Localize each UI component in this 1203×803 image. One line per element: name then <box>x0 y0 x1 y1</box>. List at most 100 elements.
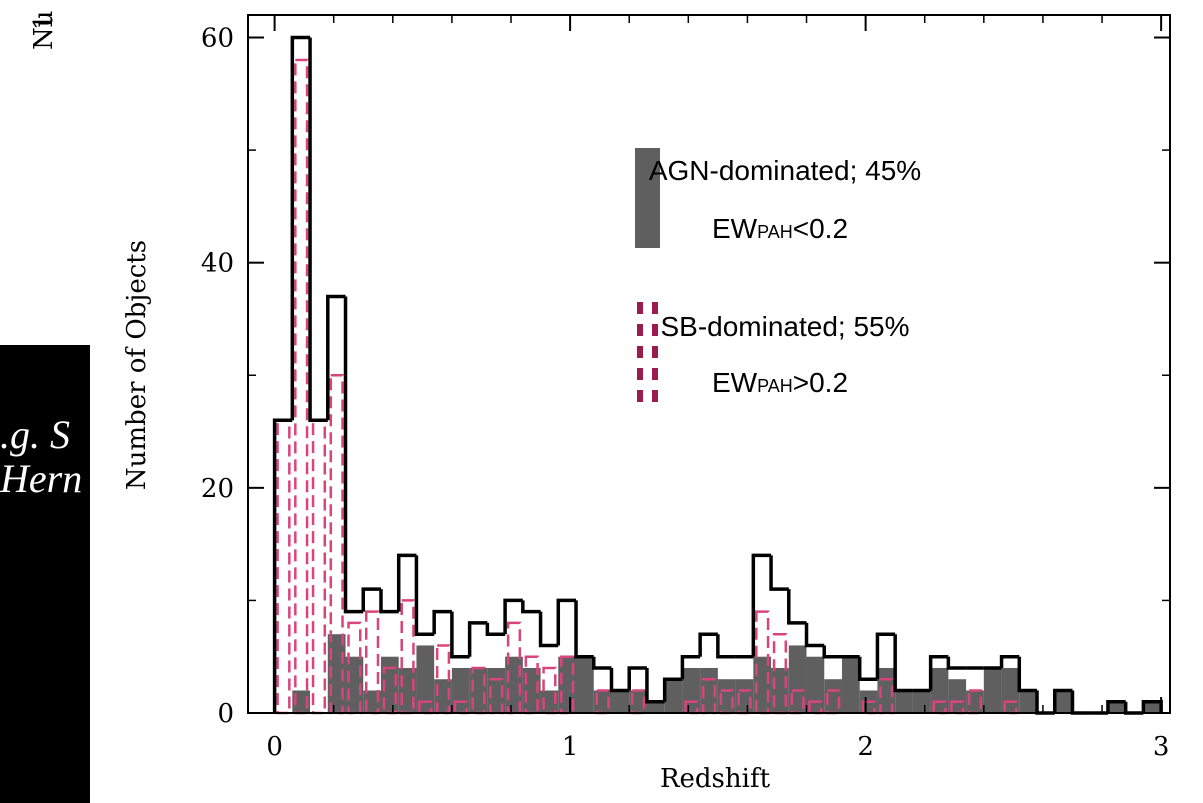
bar <box>771 667 789 713</box>
bar <box>735 679 754 713</box>
bar <box>434 679 452 713</box>
step <box>467 621 488 657</box>
bar <box>363 690 381 713</box>
step <box>662 677 683 702</box>
bar <box>435 644 451 715</box>
bar <box>345 656 364 713</box>
legend-note: EWPAH>0.2 <box>712 367 848 398</box>
bar <box>806 656 825 713</box>
bar <box>489 677 504 715</box>
bar <box>416 645 435 713</box>
bar <box>912 690 931 713</box>
step <box>627 666 647 691</box>
step <box>928 654 949 691</box>
step <box>538 611 559 648</box>
step <box>396 553 417 612</box>
step <box>308 37 328 423</box>
step <box>272 418 293 713</box>
bar <box>1107 701 1126 713</box>
bar <box>469 667 488 713</box>
y-tick-label: 40 <box>201 249 234 279</box>
step <box>822 645 842 659</box>
step <box>946 656 967 670</box>
y-tick-label: 0 <box>217 699 234 729</box>
x-tick-label: 0 <box>266 732 283 762</box>
step <box>343 296 364 614</box>
tick-fragment: 1 <box>29 14 59 31</box>
bar <box>1054 690 1073 713</box>
step <box>485 622 506 636</box>
step <box>999 654 1020 668</box>
bar <box>505 656 523 713</box>
step <box>414 555 435 636</box>
step <box>1123 701 1144 715</box>
step <box>1106 699 1126 713</box>
step <box>857 656 878 681</box>
bar <box>558 656 577 713</box>
quote-line: Hern <box>0 456 82 501</box>
step <box>751 553 772 657</box>
step <box>698 632 718 657</box>
step <box>1053 688 1073 713</box>
bar <box>611 690 630 713</box>
legend-note: EWPAH<0.2 <box>712 213 848 244</box>
axis-fragment: Nu <box>29 11 59 51</box>
bar <box>824 679 842 713</box>
legend-swatch <box>635 148 660 248</box>
step <box>609 667 630 693</box>
bar <box>576 656 594 713</box>
bar <box>1019 690 1038 713</box>
step <box>326 294 346 421</box>
y-tick-label: 20 <box>201 474 234 504</box>
bar <box>593 690 612 713</box>
step <box>361 587 381 612</box>
legend-label: AGN-dominated; 45% <box>649 155 921 186</box>
step <box>556 598 577 646</box>
bar <box>841 656 860 713</box>
bar <box>347 621 362 715</box>
bar <box>506 621 522 715</box>
plot <box>272 35 1163 715</box>
step <box>1017 656 1038 693</box>
bar <box>629 690 647 713</box>
bar <box>895 690 913 713</box>
step <box>645 667 665 704</box>
step <box>804 622 825 648</box>
bar <box>329 374 344 715</box>
plot-frame <box>247 14 1171 714</box>
bar <box>292 690 311 713</box>
y-tick-label: 60 <box>201 24 234 54</box>
step <box>769 555 789 591</box>
step <box>574 600 594 659</box>
step <box>716 634 736 659</box>
bar <box>540 690 559 713</box>
step <box>875 632 896 680</box>
legend-label: SB-dominated; 55% <box>660 311 909 342</box>
step <box>1070 690 1091 715</box>
step <box>290 35 311 421</box>
legend-swatch <box>637 302 658 410</box>
bar <box>788 645 807 713</box>
bar <box>276 419 291 715</box>
step <box>1035 690 1055 715</box>
bar <box>311 419 327 715</box>
bar <box>701 677 717 715</box>
x-tick-label: 1 <box>562 732 579 762</box>
bar <box>522 667 541 713</box>
step <box>503 598 523 635</box>
bar <box>380 656 399 713</box>
bar <box>879 677 894 715</box>
bar <box>966 690 984 713</box>
step <box>521 600 541 614</box>
bar <box>664 679 683 713</box>
x-tick-label: 3 <box>1153 732 1170 762</box>
bar <box>753 656 772 713</box>
bar <box>1143 701 1162 713</box>
bar <box>398 667 417 713</box>
x-tick-label: 2 <box>857 732 874 762</box>
bar <box>717 679 736 713</box>
quote-line: .g. S <box>0 412 70 457</box>
step <box>787 589 807 625</box>
bar <box>327 634 346 713</box>
